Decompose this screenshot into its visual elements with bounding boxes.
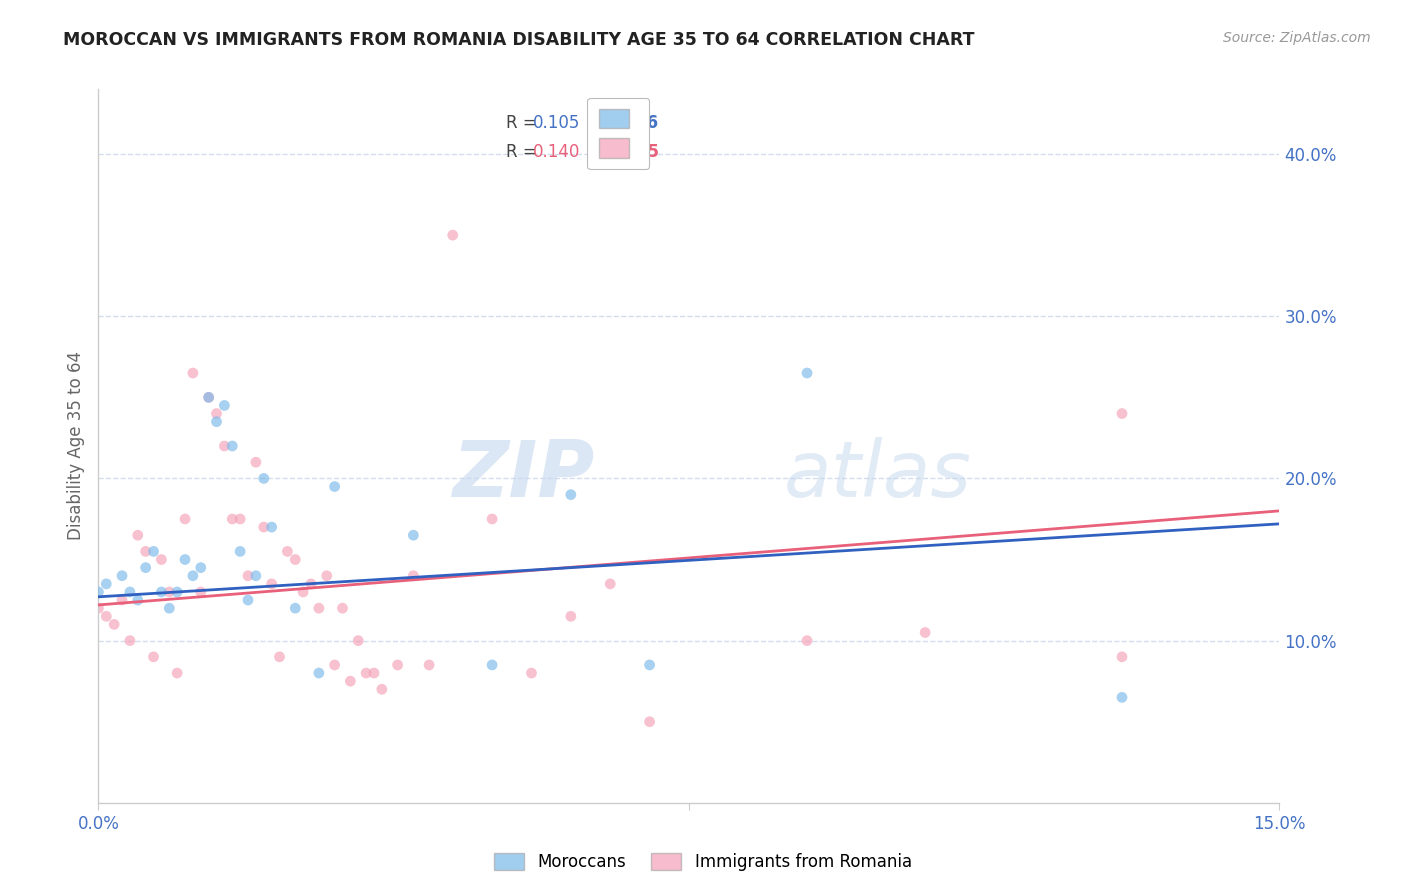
Point <box>914 625 936 640</box>
Text: N =: N = <box>606 143 643 161</box>
Point <box>269 649 291 664</box>
Point <box>796 633 818 648</box>
Point <box>166 666 188 681</box>
Text: MOROCCAN VS IMMIGRANTS FROM ROMANIA DISABILITY AGE 35 TO 64 CORRELATION CHART: MOROCCAN VS IMMIGRANTS FROM ROMANIA DISA… <box>63 31 974 49</box>
Point <box>1111 407 1133 421</box>
Point <box>87 601 110 615</box>
Point <box>363 666 385 681</box>
Point <box>174 552 197 566</box>
Point <box>481 512 503 526</box>
Point <box>253 471 276 485</box>
Point <box>299 577 322 591</box>
Point <box>135 560 157 574</box>
Point <box>111 568 134 582</box>
Text: R =: R = <box>506 114 541 132</box>
Point <box>174 512 197 526</box>
Point <box>796 366 818 380</box>
Point <box>284 552 307 566</box>
Point <box>371 682 394 697</box>
Point <box>111 593 134 607</box>
Point <box>229 512 252 526</box>
Text: 65: 65 <box>636 143 659 161</box>
Point <box>260 577 283 591</box>
Point <box>221 512 243 526</box>
Point <box>292 585 315 599</box>
Text: ZIP: ZIP <box>453 436 595 513</box>
Point <box>638 657 661 672</box>
Point <box>236 568 259 582</box>
Point <box>96 609 118 624</box>
Point <box>599 577 621 591</box>
Point <box>214 439 236 453</box>
Text: Source: ZipAtlas.com: Source: ZipAtlas.com <box>1223 31 1371 45</box>
Y-axis label: Disability Age 35 to 64: Disability Age 35 to 64 <box>66 351 84 541</box>
Point <box>142 649 165 664</box>
Point <box>87 585 110 599</box>
Point <box>638 714 661 729</box>
Point <box>276 544 298 558</box>
Point <box>197 390 219 404</box>
Point <box>441 228 464 243</box>
Point <box>560 609 582 624</box>
Point <box>127 593 149 607</box>
Point <box>229 544 252 558</box>
Point <box>253 520 276 534</box>
Point <box>1111 690 1133 705</box>
Point <box>142 544 165 558</box>
Point <box>354 666 377 681</box>
Point <box>245 455 267 469</box>
Point <box>118 633 141 648</box>
Point <box>260 520 283 534</box>
Point <box>118 585 141 599</box>
Point <box>166 585 188 599</box>
Point <box>205 407 228 421</box>
Point <box>103 617 125 632</box>
Point <box>323 479 346 493</box>
Point <box>339 674 361 689</box>
Text: 36: 36 <box>636 114 659 132</box>
Text: atlas: atlas <box>783 436 972 513</box>
Point <box>135 544 157 558</box>
Point <box>197 390 219 404</box>
Point <box>402 528 425 542</box>
Point <box>157 585 180 599</box>
Point <box>181 568 204 582</box>
Point <box>205 415 228 429</box>
Point <box>150 552 173 566</box>
Text: N =: N = <box>606 114 643 132</box>
Point <box>315 568 337 582</box>
Text: 0.140: 0.140 <box>533 143 581 161</box>
Point <box>332 601 354 615</box>
Point <box>387 657 409 672</box>
Point <box>1111 649 1133 664</box>
Point <box>308 601 330 615</box>
Point <box>221 439 243 453</box>
Text: R =: R = <box>506 143 541 161</box>
Point <box>157 601 180 615</box>
Point <box>418 657 440 672</box>
Point <box>245 568 267 582</box>
Point <box>402 568 425 582</box>
Point <box>190 585 212 599</box>
Legend: Moroccans, Immigrants from Romania: Moroccans, Immigrants from Romania <box>486 845 920 880</box>
Point <box>190 560 212 574</box>
Point <box>150 585 173 599</box>
Point <box>347 633 370 648</box>
Point <box>323 657 346 672</box>
Point <box>127 528 149 542</box>
Point <box>181 366 204 380</box>
Point <box>214 399 236 413</box>
Point <box>236 593 259 607</box>
Point <box>96 577 118 591</box>
Point <box>520 666 543 681</box>
Text: 0.105: 0.105 <box>533 114 581 132</box>
Point <box>308 666 330 681</box>
Point <box>284 601 307 615</box>
Point <box>560 488 582 502</box>
Legend: , : , <box>588 97 650 169</box>
Point <box>481 657 503 672</box>
